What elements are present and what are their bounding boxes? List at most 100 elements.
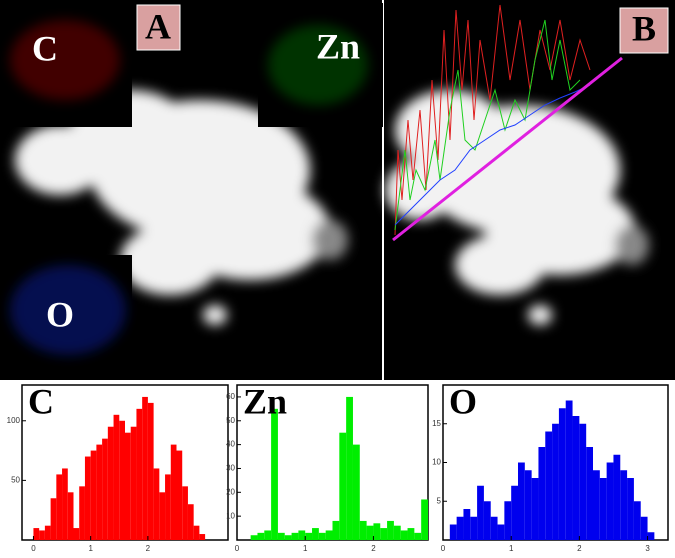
bar [633, 501, 641, 540]
bar [599, 478, 607, 540]
bar [90, 450, 97, 540]
bar [497, 524, 505, 540]
y-tick-label: 60 [226, 392, 235, 401]
scan-o [394, 84, 591, 226]
bar [456, 516, 464, 540]
bar [96, 444, 103, 540]
bar [142, 396, 148, 540]
bar [579, 423, 587, 540]
x-tick-label: 0 [235, 544, 240, 553]
y-tick-label: 100 [7, 416, 21, 425]
bar [620, 470, 628, 540]
bar [291, 532, 299, 540]
bar [33, 528, 40, 540]
bar [298, 530, 306, 540]
x-tick-label: 1 [509, 544, 514, 553]
bar [339, 432, 347, 540]
bar [565, 400, 573, 540]
panel-label: A [145, 6, 171, 46]
bar [359, 520, 367, 540]
bar [312, 528, 319, 540]
y-tick-label: 20 [226, 487, 235, 496]
bar [102, 438, 108, 540]
bar [170, 444, 177, 540]
histograms: 50 100 0 1 2 C 10 20 30 40 50 60 0 1 2 Zn 5 10 15 0 1 2 3 O [7, 381, 669, 553]
bar [606, 462, 614, 540]
bar [50, 498, 57, 540]
bar [552, 423, 559, 540]
bar [73, 528, 80, 540]
bar [346, 396, 353, 540]
bar [250, 535, 258, 540]
bar [332, 520, 340, 540]
scan-zn [394, 19, 581, 231]
bar [647, 532, 655, 540]
scan-line [392, 56, 623, 242]
bar [400, 530, 408, 540]
bar [407, 528, 415, 540]
bar [67, 492, 74, 540]
zinc-map [268, 25, 368, 105]
bar [182, 486, 188, 540]
y-tick-label: 10 [432, 458, 441, 467]
bar [284, 535, 292, 540]
x-tick-label: 2 [577, 544, 582, 553]
bar [504, 501, 512, 540]
bar [373, 523, 381, 540]
y-tick-label: 40 [226, 440, 235, 449]
y-tick-label: 50 [11, 475, 20, 484]
bar [277, 532, 285, 540]
bar [524, 470, 532, 540]
bar [153, 468, 160, 540]
bar [39, 530, 45, 540]
bar [613, 454, 621, 540]
y-tick-label: 50 [226, 416, 235, 425]
map-label: O [46, 294, 74, 334]
bar [414, 532, 422, 540]
chart-title: Zn [243, 381, 287, 421]
bar [159, 492, 166, 540]
bar [627, 478, 634, 540]
bar [387, 520, 394, 540]
bar [449, 524, 457, 540]
bar [62, 468, 68, 540]
bar [483, 501, 491, 540]
bar [421, 499, 428, 540]
bar [490, 516, 498, 540]
bar [470, 516, 478, 540]
bar [518, 462, 525, 540]
x-tick-label: 1 [88, 544, 93, 553]
bar [113, 414, 120, 540]
x-tick-label: 3 [645, 544, 650, 553]
bar [147, 402, 154, 540]
bar [380, 528, 388, 540]
y-tick-label: 15 [432, 419, 441, 428]
oxygen-map [10, 265, 126, 355]
bar [79, 486, 85, 540]
bar [558, 408, 566, 540]
bar [193, 525, 200, 540]
x-tick-label: 2 [371, 544, 376, 553]
bar [125, 432, 131, 540]
bar [107, 426, 114, 540]
bar [640, 516, 648, 540]
bar [545, 431, 553, 540]
bar [130, 426, 137, 540]
bar [593, 470, 600, 540]
map-label: C [32, 28, 58, 68]
scan-c [394, 4, 591, 236]
label-box-a [136, 4, 181, 51]
bar [538, 447, 546, 540]
bar [305, 532, 313, 540]
x-tick-label: 1 [303, 544, 308, 553]
bar [264, 530, 272, 540]
bar [199, 534, 206, 540]
bar [84, 456, 91, 540]
bar [352, 444, 360, 540]
bar [477, 485, 484, 540]
plot-area [236, 384, 429, 541]
bar [531, 478, 539, 540]
x-tick-label: 0 [441, 544, 446, 553]
